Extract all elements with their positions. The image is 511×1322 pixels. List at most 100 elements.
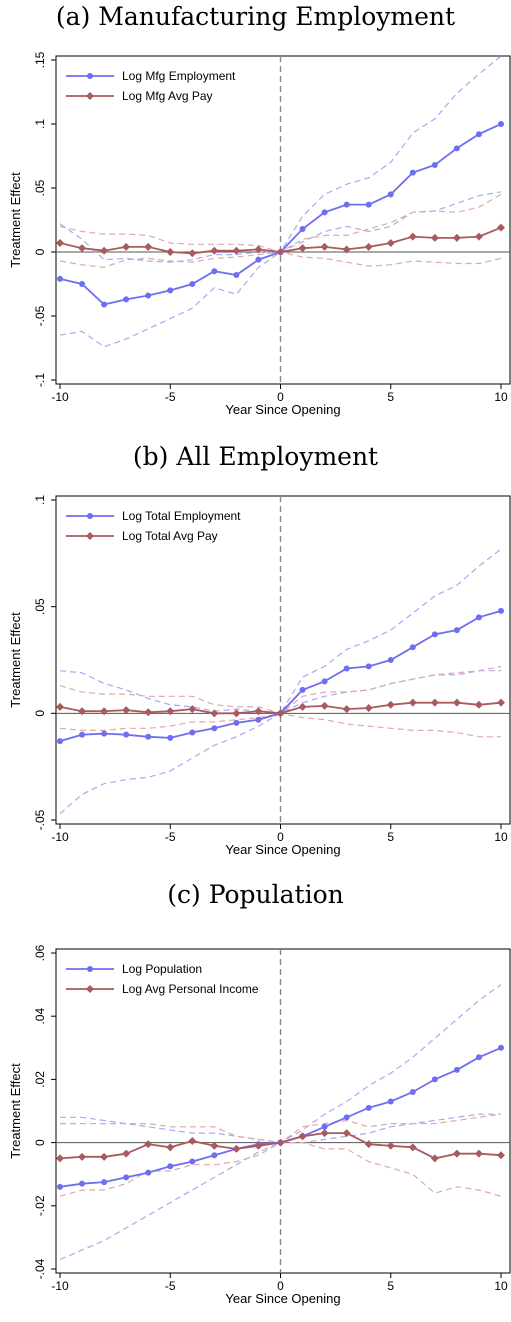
data-point: [497, 1151, 505, 1160]
y-tick-label: .1: [33, 495, 47, 505]
x-tick-label: 0: [277, 1279, 284, 1293]
data-point: [78, 707, 87, 716]
data-point: [276, 1138, 285, 1147]
data-point: [100, 246, 109, 255]
y-tick-label: 0: [33, 248, 47, 255]
data-point: [498, 1044, 504, 1051]
data-point: [189, 1158, 196, 1165]
data-point: [474, 232, 483, 241]
data-point: [409, 1089, 416, 1096]
data-point: [79, 281, 86, 287]
y-tick-label: -.02: [33, 1195, 47, 1216]
data-point: [321, 209, 328, 216]
data-point: [276, 709, 285, 718]
data-point: [365, 663, 372, 670]
data-point: [189, 281, 196, 287]
data-point: [342, 245, 351, 254]
data-point: [387, 657, 394, 663]
legend-label: Log Mfg Avg Pay: [122, 89, 213, 103]
x-tick-label: 0: [277, 830, 284, 844]
data-point: [166, 1143, 175, 1152]
data-point: [386, 1141, 395, 1150]
data-point: [320, 1129, 329, 1138]
data-point: [409, 644, 416, 651]
data-point: [101, 301, 108, 308]
legend-marker: [86, 92, 94, 100]
data-point: [123, 1174, 130, 1181]
legend-label: Log Total Avg Pay: [122, 529, 218, 543]
data-point: [364, 1140, 373, 1149]
data-point: [100, 1152, 109, 1161]
data-point: [387, 1098, 394, 1105]
data-point: [453, 1066, 460, 1073]
data-point: [144, 708, 153, 717]
x-axis-title: Year Since Opening: [225, 1291, 340, 1306]
data-point: [123, 731, 130, 738]
plot-frame: [55, 495, 511, 825]
data-point: [167, 287, 174, 294]
data-point: [211, 725, 218, 732]
data-point: [364, 704, 373, 712]
data-point: [144, 1140, 153, 1149]
data-point: [342, 705, 351, 714]
ci-upper-line: [60, 1113, 502, 1144]
x-tick-label: 10: [494, 830, 508, 844]
data-point: [430, 233, 439, 242]
y-tick-label: -.05: [33, 305, 47, 326]
data-point: [145, 292, 152, 299]
data-point: [386, 239, 395, 248]
data-point: [233, 272, 240, 279]
y-tick-label: .05: [33, 598, 47, 615]
y-tick-label: .15: [33, 51, 47, 68]
chart-panel-a: -.1 -.05 0 .05 .1 .15 -10 -5 0 5 10 Year Since Open…: [8, 51, 511, 417]
data-point: [101, 1179, 108, 1186]
y-tick-label: 0: [33, 710, 47, 717]
data-point: [210, 246, 219, 255]
data-point: [431, 631, 438, 638]
y-tick-label: .05: [33, 179, 47, 196]
data-point: [364, 242, 373, 251]
data-point: [188, 1137, 197, 1146]
legend-marker: [87, 966, 93, 972]
data-point: [408, 1143, 417, 1152]
data-point: [122, 706, 131, 715]
data-point: [475, 1054, 482, 1061]
y-axis-title: Treatment Effect: [8, 172, 23, 268]
x-tick-label: -5: [165, 390, 176, 404]
data-point: [210, 1141, 219, 1150]
data-point: [321, 678, 328, 685]
data-point: [211, 1152, 218, 1159]
ci-lower-line: [59, 670, 501, 815]
data-point: [452, 233, 461, 242]
data-point: [299, 686, 306, 693]
legend-marker: [87, 513, 93, 519]
panel-b-title: (b) All Employment: [132, 442, 379, 471]
data-point: [387, 191, 394, 198]
data-point: [232, 709, 241, 718]
x-tick-label: 10: [494, 1279, 508, 1293]
x-tick-label: 5: [387, 830, 394, 844]
series-line: [59, 1046, 502, 1188]
legend-marker: [87, 73, 93, 79]
data-point: [145, 733, 152, 740]
x-tick-label: -5: [165, 830, 176, 844]
data-point: [254, 707, 263, 716]
data-point: [188, 705, 197, 714]
data-point: [343, 665, 350, 672]
data-point: [144, 242, 153, 251]
panel-c-title: (c) Population: [167, 880, 344, 909]
y-tick-label: 0: [33, 1139, 47, 1146]
data-point: [409, 169, 416, 176]
data-point: [497, 223, 505, 232]
data-point: [365, 1104, 372, 1111]
data-point: [233, 719, 240, 726]
data-point: [343, 201, 350, 208]
data-point: [475, 614, 482, 621]
data-point: [122, 1149, 131, 1158]
y-tick-label: .1: [33, 119, 47, 129]
x-tick-label: 5: [387, 390, 394, 404]
data-point: [299, 225, 306, 232]
panel-a-title: (a) Manufacturing Employment: [55, 2, 456, 31]
data-point: [408, 232, 417, 241]
data-point: [100, 707, 109, 716]
